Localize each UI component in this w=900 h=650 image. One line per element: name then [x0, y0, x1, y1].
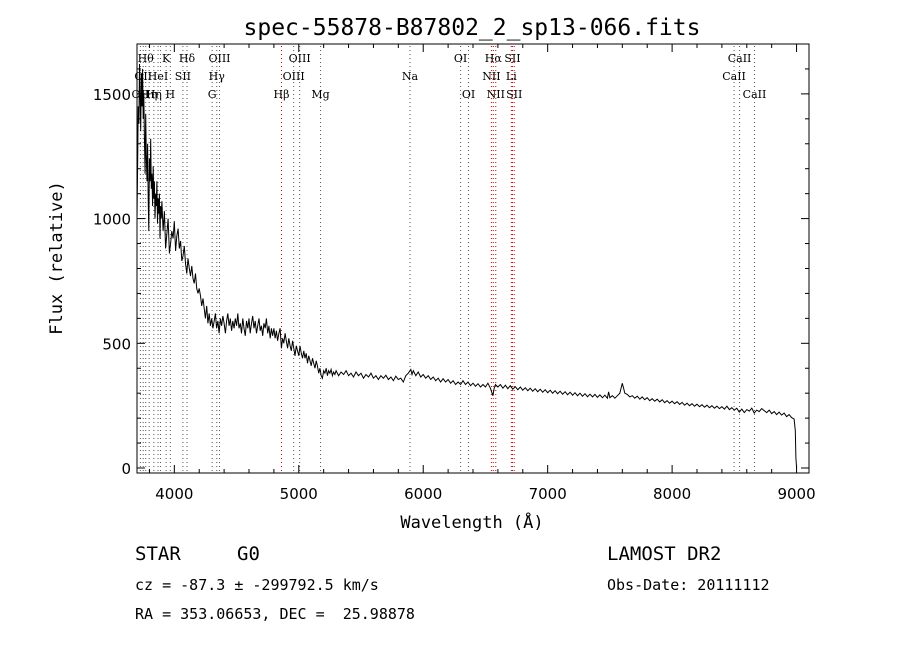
y-tick-label: 500 [102, 335, 131, 353]
x-tick-label: 6000 [404, 485, 442, 503]
spectral-line-label: K [162, 52, 171, 65]
spectral-line-label: G [208, 88, 217, 101]
spectral-line-label: CaII [728, 52, 752, 65]
spectral-line-label: OII [134, 70, 152, 83]
spectral-line-label: Hη [141, 88, 157, 101]
spectral-line-label: SII [504, 52, 520, 65]
spectral-line-label: Li [506, 70, 517, 83]
y-tick-label: 0 [121, 460, 131, 478]
spectral-line-label: Hγ [209, 70, 226, 83]
spectral-line-label: OI [462, 88, 475, 101]
spectral-line-label: Hβ [274, 88, 290, 101]
obs-date: Obs-Date: 20111112 [607, 576, 770, 594]
spectral-line-label: HeI [148, 70, 168, 83]
spectral-line-label: NII [487, 88, 505, 101]
spectral-line-label: OIII [289, 52, 311, 65]
x-axis: 4000 5000 6000 7000 8000 9000 [148, 44, 816, 503]
spectral-line-label: OIII [208, 52, 230, 65]
spectral-line-label: CaII [743, 88, 767, 101]
spectral-line-label: OIII [283, 70, 305, 83]
survey-label: LAMOST DR2 [607, 543, 722, 565]
spectral-line-label: Hα [485, 52, 503, 65]
spectral-line-labels: OIIOIIHθHηHηHeIKHSIIHδGHγOIIIHβOIIIOIIIM… [132, 52, 767, 101]
spectral-line-label: Na [402, 70, 419, 83]
spectral-line-label: SII [506, 88, 522, 101]
spectral-line-label: NII [482, 70, 500, 83]
x-tick-label: 7000 [529, 485, 567, 503]
object-subclass: G0 [237, 543, 260, 565]
spectral-line-label: Mg [311, 88, 329, 101]
y-axis: 0 500 1000 1500 [93, 68, 809, 478]
x-axis-label: Wavelength (Å) [400, 511, 543, 533]
y-tick-label: 1000 [93, 211, 131, 229]
spectral-line-label: H [166, 88, 176, 101]
spectral-line-label: Hη [146, 88, 162, 101]
chart-title: spec-55878-B87802_2_sp13-066.fits [244, 15, 701, 41]
x-tick-label: 4000 [155, 485, 193, 503]
x-tick-label: 5000 [280, 485, 318, 503]
coordinates: RA = 353.06653, DEC = 25.98878 [135, 605, 415, 623]
object-class: STAR [135, 543, 181, 565]
plot-frame [136, 43, 810, 474]
x-tick-label: 9000 [777, 485, 815, 503]
y-axis-label: Flux (relative) [47, 181, 67, 335]
x-tick-label: 8000 [653, 485, 691, 503]
redshift-readout: cz = -87.3 ± -299792.5 km/s [135, 576, 379, 594]
spectral-line-markers [139, 46, 755, 471]
spectral-line-label: Hδ [179, 52, 196, 65]
spectral-line-label: OI [454, 52, 467, 65]
spectral-line-label: CaII [722, 70, 746, 83]
spectral-line-label: Hθ [138, 52, 155, 65]
y-tick-label: 1500 [93, 86, 131, 104]
spectrum-series-line [136, 63, 798, 469]
spectral-line-label: SII [175, 70, 191, 83]
